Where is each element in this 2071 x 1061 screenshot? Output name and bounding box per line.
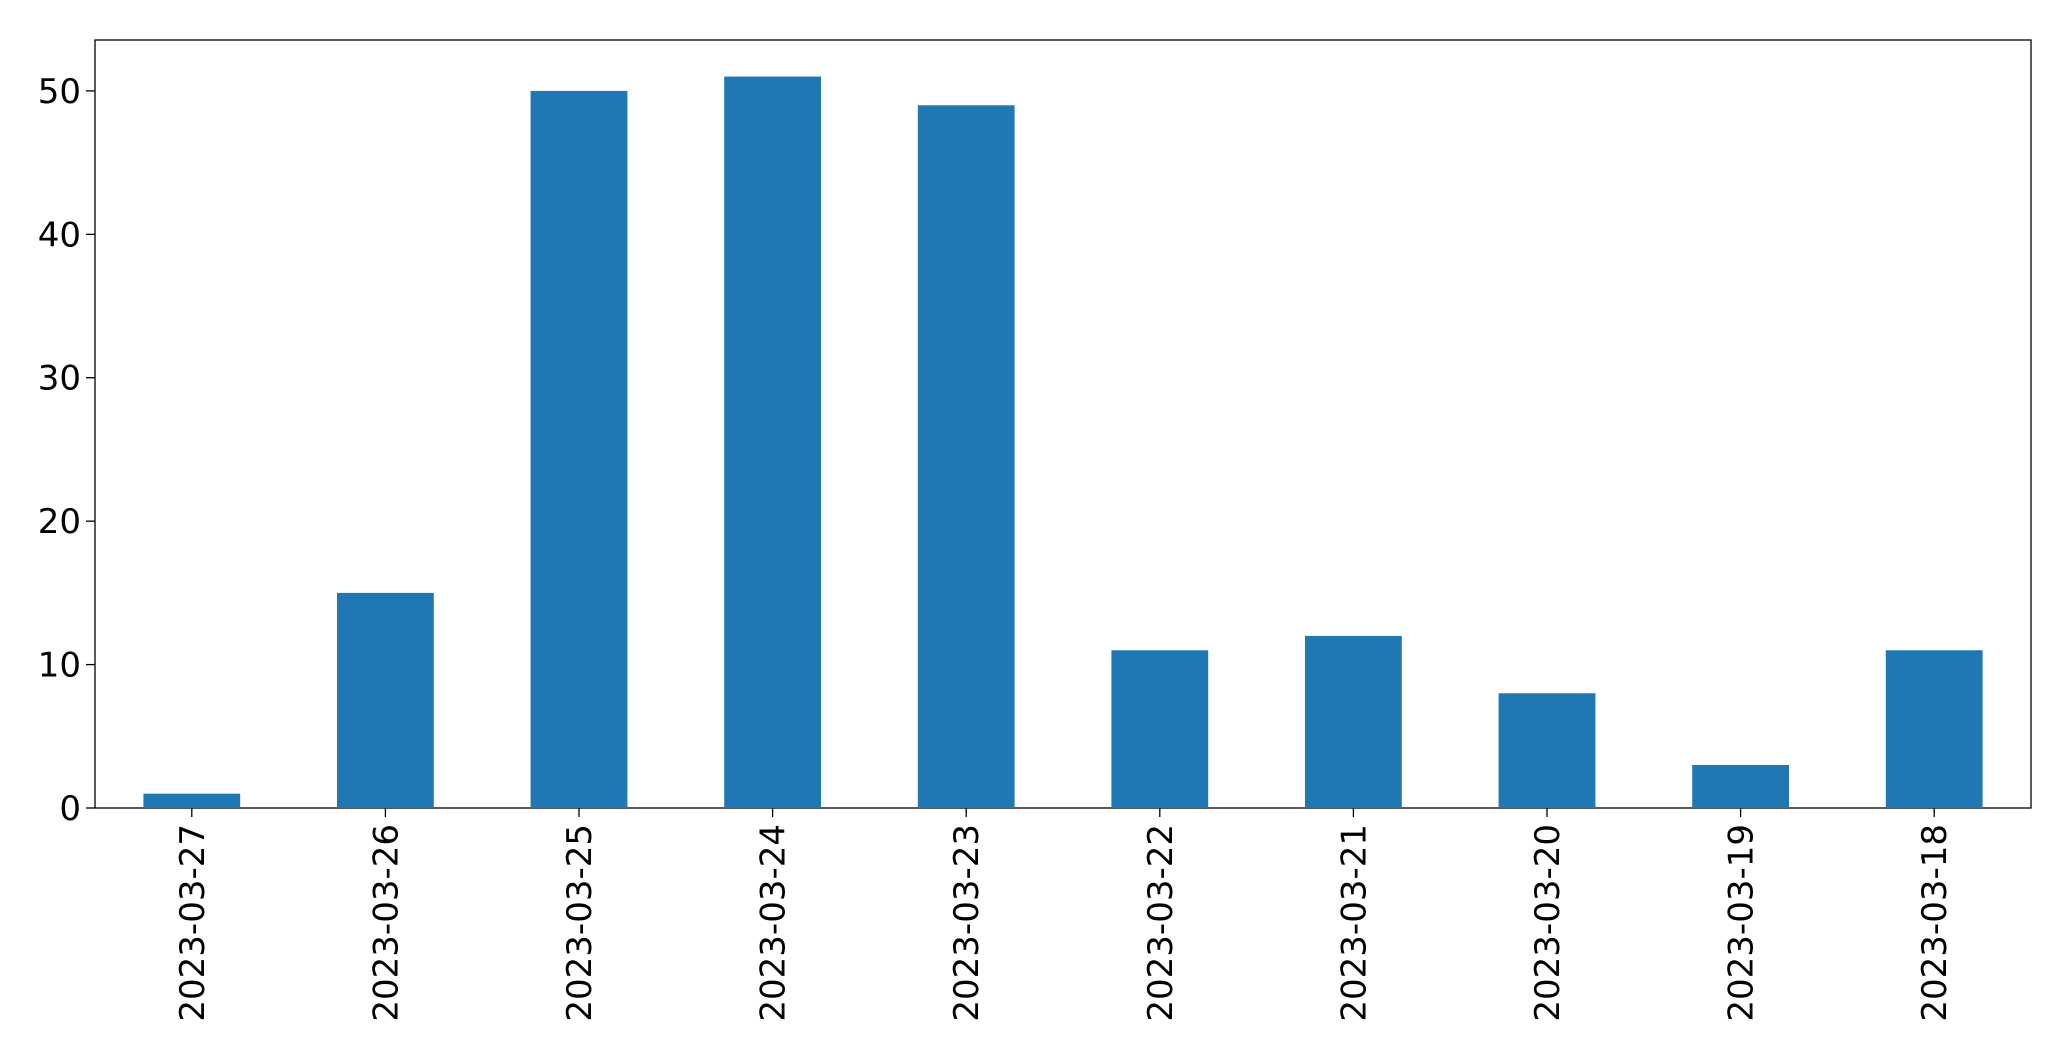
y-tick-label: 20	[38, 502, 81, 542]
bar	[1305, 635, 1402, 808]
x-tick-label: 2023-03-22	[1141, 824, 1181, 1022]
bar	[143, 793, 241, 808]
y-tick-label: 0	[59, 789, 81, 829]
x-tick-label: 2023-03-27	[173, 824, 213, 1022]
x-tick-label: 2023-03-25	[560, 824, 600, 1022]
y-tick-label: 40	[38, 215, 81, 255]
x-tick-label: 2023-03-24	[754, 824, 794, 1022]
x-tick-label: 2023-03-20	[1528, 824, 1568, 1022]
bar	[1692, 764, 1789, 808]
x-tick-label: 2023-03-21	[1334, 824, 1374, 1022]
plot-frame	[94, 39, 2032, 809]
bar	[1498, 693, 1596, 808]
x-tick-label: 2023-03-26	[366, 824, 406, 1022]
x-tick-label: 2023-03-23	[947, 824, 987, 1022]
x-tick-label: 2023-03-19	[1722, 824, 1762, 1022]
bar	[1111, 650, 1209, 808]
bar	[917, 105, 1015, 809]
bar	[724, 76, 821, 809]
bar	[1885, 650, 1983, 808]
y-tick-label: 10	[38, 646, 81, 686]
y-tick-label: 30	[38, 359, 81, 399]
y-tick-label: 50	[38, 72, 81, 112]
bar	[530, 90, 628, 809]
bar	[337, 592, 434, 808]
x-tick-label: 2023-03-18	[1915, 824, 1955, 1022]
